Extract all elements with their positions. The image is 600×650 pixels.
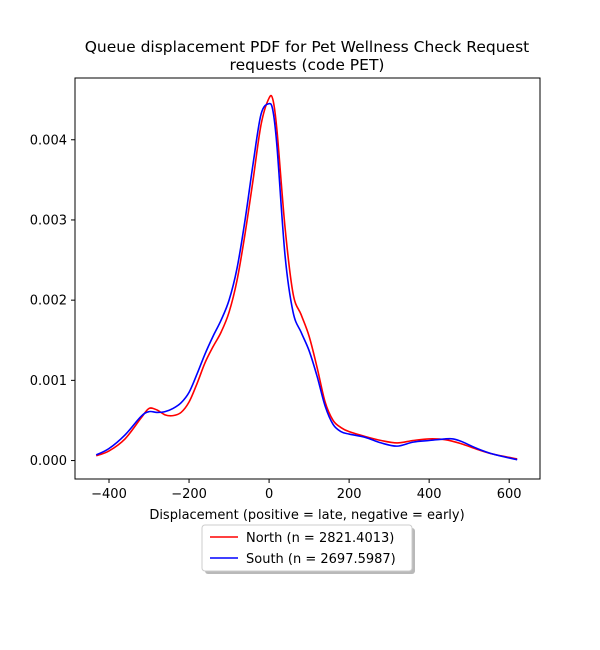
x-tick-label: 600 — [497, 487, 522, 502]
legend-box — [201, 524, 413, 572]
series-line-north — [95, 94, 518, 460]
y-tick-label: 0.002 — [30, 294, 67, 309]
series-line-south — [95, 102, 518, 461]
chart-title-line-1: Queue displacement PDF for Pet Wellness … — [85, 38, 530, 56]
y-tick-label: 0.000 — [30, 454, 67, 469]
x-tick-label: 0 — [265, 487, 273, 502]
legend-label-south: South (n = 2697.5987) — [246, 552, 396, 567]
x-axis-label: Displacement (positive = late, negative … — [149, 508, 464, 523]
y-tick-label: 0.003 — [30, 213, 67, 228]
y-tick-label: 0.004 — [30, 133, 67, 148]
plot-area — [95, 94, 518, 461]
x-tick-label: −200 — [171, 487, 207, 502]
axes-frame — [74, 77, 541, 480]
x-tick-label: −400 — [91, 487, 127, 502]
legend: North (n = 2821.4013) South (n = 2697.59… — [201, 524, 415, 574]
x-axis: −400 −200 0 200 400 600 — [91, 479, 522, 502]
x-tick-label: 200 — [337, 487, 362, 502]
x-tick-label: 400 — [417, 487, 442, 502]
legend-label-north: North (n = 2821.4013) — [246, 531, 394, 546]
chart-title-line-2: requests (code PET) — [230, 56, 385, 74]
y-tick-label: 0.001 — [30, 374, 67, 389]
y-axis: 0.000 0.001 0.002 0.003 0.004 — [30, 133, 75, 469]
